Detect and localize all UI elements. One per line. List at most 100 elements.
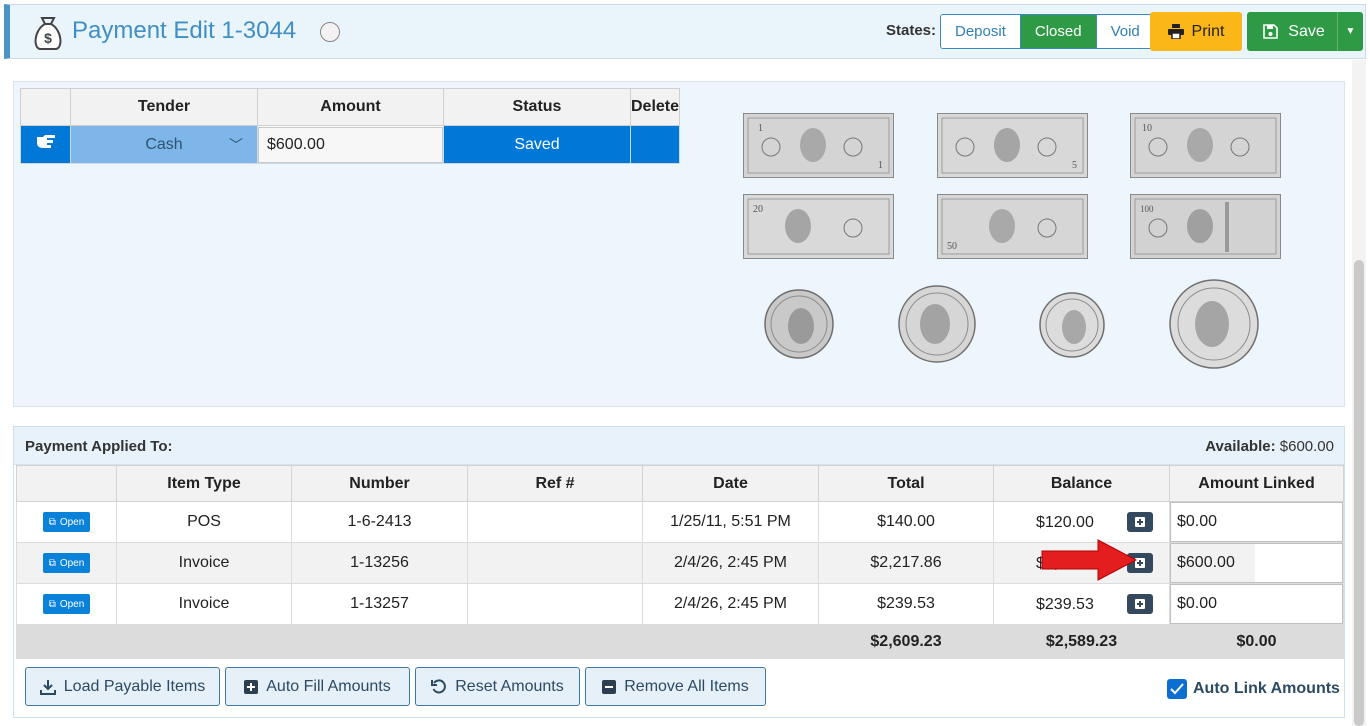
- page-title: Payment Edit 1-3044: [72, 17, 297, 44]
- states-label: States:: [886, 22, 937, 39]
- totals-linked: $0.00: [1169, 624, 1344, 659]
- undo-icon: [431, 678, 447, 693]
- plus-square-icon[interactable]: [1127, 594, 1153, 614]
- open-button[interactable]: ⧉ Open: [42, 512, 91, 533]
- svg-text:5: 5: [1072, 160, 1077, 171]
- auto-link-amounts-checkbox[interactable]: Auto Link Amounts: [1167, 679, 1340, 699]
- totals-total: $2,609.23: [818, 624, 994, 659]
- item-date: 2/4/26, 2:45 PM: [642, 583, 819, 625]
- tender-amount-cell: [257, 125, 444, 164]
- quarter-icon[interactable]: [1168, 278, 1260, 370]
- checkbox-checked-icon: [1167, 679, 1187, 699]
- item-balance-cell: $239.53: [993, 583, 1170, 625]
- print-button[interactable]: Print: [1150, 12, 1242, 51]
- item-number: 1-13256: [291, 542, 468, 584]
- open-button[interactable]: ⧉ Open: [42, 594, 91, 615]
- download-icon: [39, 679, 56, 695]
- available-amount: Available: $600.00: [1205, 438, 1334, 455]
- available-label: Available:: [1205, 438, 1276, 455]
- item-total: $140.00: [818, 501, 994, 543]
- item-ref: [467, 542, 643, 584]
- col-total: Total: [818, 465, 994, 502]
- item-ref: [467, 501, 643, 543]
- tender-delete-cell[interactable]: [630, 125, 680, 164]
- item-type: Invoice: [116, 542, 292, 584]
- dime-icon[interactable]: [1038, 291, 1106, 359]
- state-void-button[interactable]: Void: [1096, 15, 1154, 48]
- svg-text:50: 50: [947, 241, 957, 252]
- tender-row: Cash ﹀ Saved: [20, 125, 680, 164]
- amount-linked-cell: [1169, 542, 1344, 584]
- printer-icon: [1167, 24, 1184, 39]
- table-row: ⧉ Open Invoice 1-13256 2/4/26, 2:45 PM $2…: [16, 542, 1344, 584]
- item-balance: $120.00: [1036, 514, 1094, 531]
- open-button[interactable]: ⧉ Open: [42, 553, 91, 574]
- penny-icon[interactable]: [763, 288, 835, 360]
- plus-square-icon[interactable]: [1127, 512, 1153, 532]
- auto-fill-amounts-button[interactable]: Auto Fill Amounts: [225, 667, 410, 706]
- save-dropdown-caret[interactable]: ▼: [1337, 12, 1363, 51]
- tender-col-amount: Amount: [257, 88, 444, 126]
- tender-panel: Tender Amount Status Delete Cash ﹀ Saved: [13, 81, 1345, 407]
- save-label: Save: [1288, 22, 1325, 40]
- tender-row-handle[interactable]: [20, 125, 71, 164]
- scrollbar[interactable]: [1352, 60, 1366, 726]
- item-number: 1-6-2413: [291, 501, 468, 543]
- print-label: Print: [1191, 22, 1225, 40]
- load-payable-items-button[interactable]: Load Payable Items: [25, 667, 220, 706]
- plus-square-icon: [244, 679, 259, 694]
- col-amount-linked: Amount Linked: [1169, 465, 1344, 502]
- twenty-dollar-bill-icon[interactable]: 20: [743, 194, 894, 259]
- remove-all-items-button[interactable]: Remove All Items: [585, 667, 766, 706]
- reset-amounts-button[interactable]: Reset Amounts: [415, 667, 580, 706]
- tender-status: Saved: [443, 125, 631, 164]
- ten-dollar-bill-icon[interactable]: 10: [1130, 113, 1281, 178]
- state-closed-button[interactable]: Closed: [1020, 15, 1097, 48]
- nickel-icon[interactable]: [897, 284, 977, 364]
- amount-linked-input[interactable]: [1170, 584, 1343, 624]
- svg-text:10: 10: [1142, 123, 1152, 134]
- amount-linked-cell: [1169, 501, 1344, 543]
- plus-square-icon[interactable]: [1127, 553, 1153, 573]
- item-balance: $239.53: [1036, 596, 1094, 613]
- col-number: Number: [291, 465, 468, 502]
- state-deposit-button[interactable]: Deposit: [941, 15, 1021, 48]
- user-icon[interactable]: [320, 22, 340, 42]
- tender-type-select[interactable]: Cash ﹀: [70, 125, 258, 164]
- one-dollar-bill-icon[interactable]: 1 1: [743, 113, 894, 178]
- item-balance-cell: $120.00: [993, 501, 1170, 543]
- item-total: $239.53: [818, 583, 994, 625]
- red-arrow-icon: [1041, 539, 1138, 581]
- table-row: ⧉ Open Invoice 1-13257 2/4/26, 2:45 PM $2…: [16, 583, 1344, 625]
- payment-applied-title: Payment Applied To:: [25, 438, 173, 455]
- tender-col-delete: Delete: [630, 88, 680, 126]
- hand-pointer-icon: [36, 135, 55, 148]
- money-bag-icon: $: [34, 17, 62, 50]
- item-date: 1/25/11, 5:51 PM: [642, 501, 819, 543]
- hundred-dollar-bill-icon[interactable]: 100: [1130, 194, 1281, 259]
- amount-linked-input[interactable]: [1170, 543, 1343, 583]
- scrollbar-thumb[interactable]: [1354, 260, 1364, 726]
- svg-text:$: $: [44, 30, 52, 46]
- col-date: Date: [642, 465, 819, 502]
- five-dollar-bill-icon[interactable]: 5: [937, 113, 1088, 178]
- external-link-icon: ⧉: [48, 516, 56, 528]
- item-date: 2/4/26, 2:45 PM: [642, 542, 819, 584]
- amount-linked-cell: [1169, 583, 1344, 625]
- fifty-dollar-bill-icon[interactable]: 50: [937, 194, 1088, 259]
- col-ref: Ref #: [467, 465, 643, 502]
- tender-amount-input[interactable]: [258, 126, 443, 163]
- applied-items-table: Item Type Number Ref # Date Total Balanc…: [16, 465, 1344, 659]
- amount-linked-input[interactable]: [1170, 502, 1343, 542]
- save-button[interactable]: Save ▼: [1247, 12, 1363, 51]
- svg-text:20: 20: [753, 204, 763, 215]
- item-number: 1-13257: [291, 583, 468, 625]
- tender-col-status: Status: [443, 88, 631, 126]
- external-link-icon: ⧉: [48, 557, 56, 569]
- svg-text:1: 1: [878, 160, 883, 171]
- tender-table: Tender Amount Status Delete Cash ﹀ Saved: [20, 88, 680, 164]
- floppy-disk-icon: [1263, 24, 1279, 39]
- col-item-type: Item Type: [116, 465, 292, 502]
- item-type: POS: [116, 501, 292, 543]
- tender-type-value: Cash: [145, 135, 183, 153]
